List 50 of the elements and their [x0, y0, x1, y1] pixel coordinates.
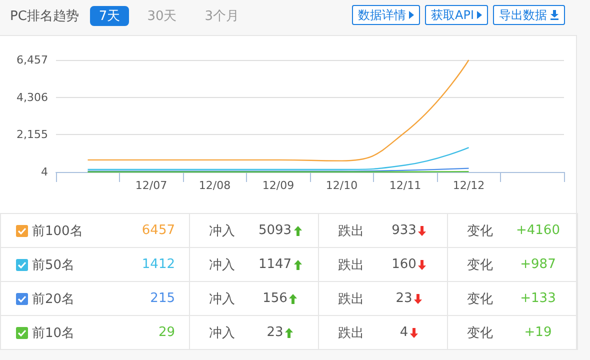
text: 23 — [266, 325, 284, 340]
legend-label: 前50名 — [31, 256, 75, 274]
text: 160 — [390, 257, 418, 272]
text: 30天 — [147, 8, 177, 25]
text: 冲入 — [209, 290, 235, 308]
x-tick-label: 12/10 — [326, 179, 358, 192]
text: 156 — [262, 291, 288, 306]
text: 变化 — [467, 324, 493, 342]
legend-label: 前10名 — [31, 324, 75, 342]
text: 变化 — [467, 256, 493, 274]
text: +4160 — [516, 223, 560, 238]
text: 跌出 — [338, 222, 364, 240]
y-tick-label: 6,457 — [16, 54, 48, 66]
legend-label: 前100名 — [31, 222, 83, 240]
text: 5093 — [258, 223, 293, 238]
legend-label: 前20名 — [31, 290, 75, 308]
text: 29 — [158, 325, 175, 340]
line-series — [87, 59, 470, 162]
text: 导出数据 — [493, 5, 565, 25]
text: 跌出 — [338, 290, 364, 308]
text: 跌出 — [338, 256, 364, 274]
x-tick-label: 12/12 — [452, 179, 485, 192]
text: +987 — [519, 257, 557, 272]
x-tick-label: 12/08 — [198, 179, 231, 192]
x-tick-label: 12/09 — [262, 179, 294, 192]
text: 215 — [150, 291, 175, 306]
text: 冲入 — [209, 256, 235, 274]
text: 跌出 — [338, 324, 364, 342]
chart-title: PC排名趋势 — [10, 8, 79, 25]
text: 1147 — [258, 257, 293, 272]
x-tick-label: 12/11 — [389, 179, 422, 192]
text: 获取API — [425, 5, 488, 25]
text: 4 — [398, 325, 410, 340]
y-tick-label: 4 — [41, 166, 48, 178]
text: 变化 — [467, 222, 493, 240]
text: 变化 — [467, 290, 493, 308]
text: 1412 — [142, 257, 175, 272]
y-tick-label: 2,155 — [16, 128, 48, 142]
text: 3个月 — [204, 8, 240, 25]
text: +19 — [523, 325, 553, 340]
text: 冲入 — [209, 222, 235, 240]
text: 数据详情 — [352, 5, 420, 25]
text: 冲入 — [209, 324, 235, 342]
x-tick-label: 12/07 — [135, 179, 168, 192]
text: 7天 — [90, 6, 130, 26]
text: 23 — [394, 291, 414, 306]
y-tick-label: 4,306 — [16, 90, 48, 104]
text: 933 — [390, 223, 418, 238]
text: +133 — [519, 291, 557, 306]
text: 6457 — [142, 223, 175, 238]
